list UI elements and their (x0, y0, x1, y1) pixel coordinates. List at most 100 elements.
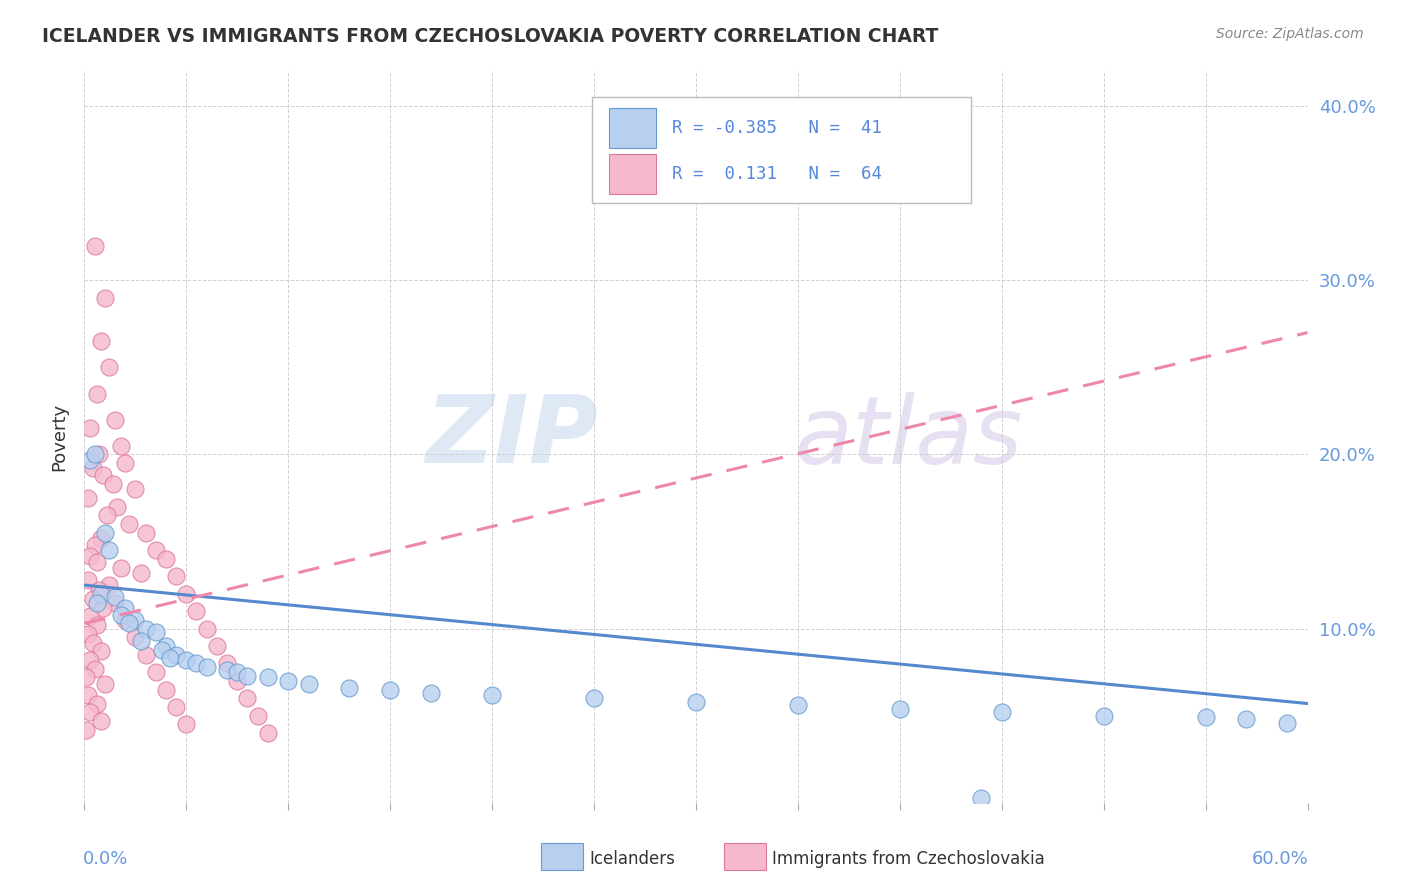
Point (83, 538, 105, 552)
Text: 60.0%: 60.0% (1253, 850, 1309, 868)
Point (131, 633, 153, 648)
Point (1195, 710, 1218, 724)
Point (96, 508, 118, 523)
Point (86, 556, 108, 570)
Point (82, 635, 104, 649)
Point (110, 439, 132, 453)
Point (86, 618, 108, 632)
Point (420, 686, 443, 700)
FancyBboxPatch shape (609, 108, 655, 148)
Point (79, 452, 101, 467)
Point (165, 700, 187, 714)
FancyBboxPatch shape (592, 97, 972, 203)
Point (93, 291, 115, 305)
Point (339, 681, 361, 695)
Point (77, 491, 100, 505)
Point (77, 573, 100, 587)
Point (87, 583, 110, 598)
Point (481, 688, 503, 702)
Point (186, 604, 208, 618)
Point (124, 631, 146, 645)
Point (75, 670, 97, 684)
Point (135, 648, 157, 662)
Point (186, 657, 208, 671)
Point (155, 552, 177, 566)
Point (226, 673, 249, 688)
Point (195, 622, 218, 636)
Point (83, 448, 105, 462)
Point (91, 600, 114, 615)
Point (298, 677, 321, 691)
Point (380, 682, 402, 697)
Text: 0.0%: 0.0% (83, 850, 128, 868)
Text: Source: ZipAtlas.com: Source: ZipAtlas.com (1216, 27, 1364, 41)
Point (1277, 715, 1299, 730)
Point (97, 543, 120, 558)
Point (145, 543, 167, 558)
Point (90, 334, 112, 349)
Point (104, 595, 127, 609)
Text: ICELANDER VS IMMIGRANTS FROM CZECHOSLOVAKIA POVERTY CORRELATION CHART: ICELANDER VS IMMIGRANTS FROM CZECHOSLOVA… (42, 27, 939, 45)
Point (79, 653, 101, 667)
Point (150, 642, 173, 657)
Point (114, 456, 136, 470)
Point (174, 587, 197, 601)
Point (83, 662, 105, 676)
Point (77, 688, 100, 702)
Point (135, 622, 157, 636)
Point (155, 682, 177, 697)
Text: atlas: atlas (794, 392, 1022, 483)
Point (82, 592, 104, 607)
Point (93, 525, 115, 540)
Point (110, 560, 132, 574)
Point (118, 517, 141, 532)
Point (889, 702, 911, 716)
Point (131, 566, 153, 580)
Point (104, 412, 127, 426)
Point (174, 653, 197, 667)
Point (77, 627, 100, 641)
Text: R =  0.131   N =  64: R = 0.131 N = 64 (672, 165, 882, 183)
Point (86, 697, 108, 711)
Point (970, 790, 993, 805)
Point (87, 448, 110, 462)
Point (86, 386, 108, 401)
Point (145, 665, 167, 680)
Point (91, 468, 114, 483)
Point (118, 616, 141, 631)
Point (135, 525, 157, 540)
Point (79, 609, 101, 624)
Point (226, 665, 249, 680)
Point (991, 705, 1014, 719)
Point (205, 639, 228, 653)
Point (583, 691, 606, 706)
Point (86, 595, 108, 609)
Point (257, 726, 280, 740)
Point (97, 578, 120, 592)
Point (145, 625, 167, 640)
Point (79, 549, 101, 563)
Point (101, 477, 124, 491)
Point (105, 500, 128, 514)
Point (90, 531, 112, 545)
Text: R = -0.385   N =  41: R = -0.385 N = 41 (672, 119, 882, 136)
Point (104, 591, 127, 605)
Point (277, 673, 299, 688)
Point (236, 691, 259, 706)
Point (155, 639, 177, 653)
Text: ZIP: ZIP (425, 391, 598, 483)
Point (114, 613, 136, 627)
Point (97, 360, 120, 375)
Point (75, 723, 97, 737)
Point (217, 664, 239, 678)
Text: Immigrants from Czechoslovakia: Immigrants from Czechoslovakia (772, 850, 1045, 868)
Point (110, 607, 132, 622)
Point (90, 714, 112, 728)
Point (257, 670, 280, 684)
FancyBboxPatch shape (609, 153, 655, 194)
Point (82, 461, 104, 475)
Point (787, 698, 810, 713)
Point (90, 587, 112, 601)
Point (93, 677, 115, 691)
Point (83, 238, 105, 252)
